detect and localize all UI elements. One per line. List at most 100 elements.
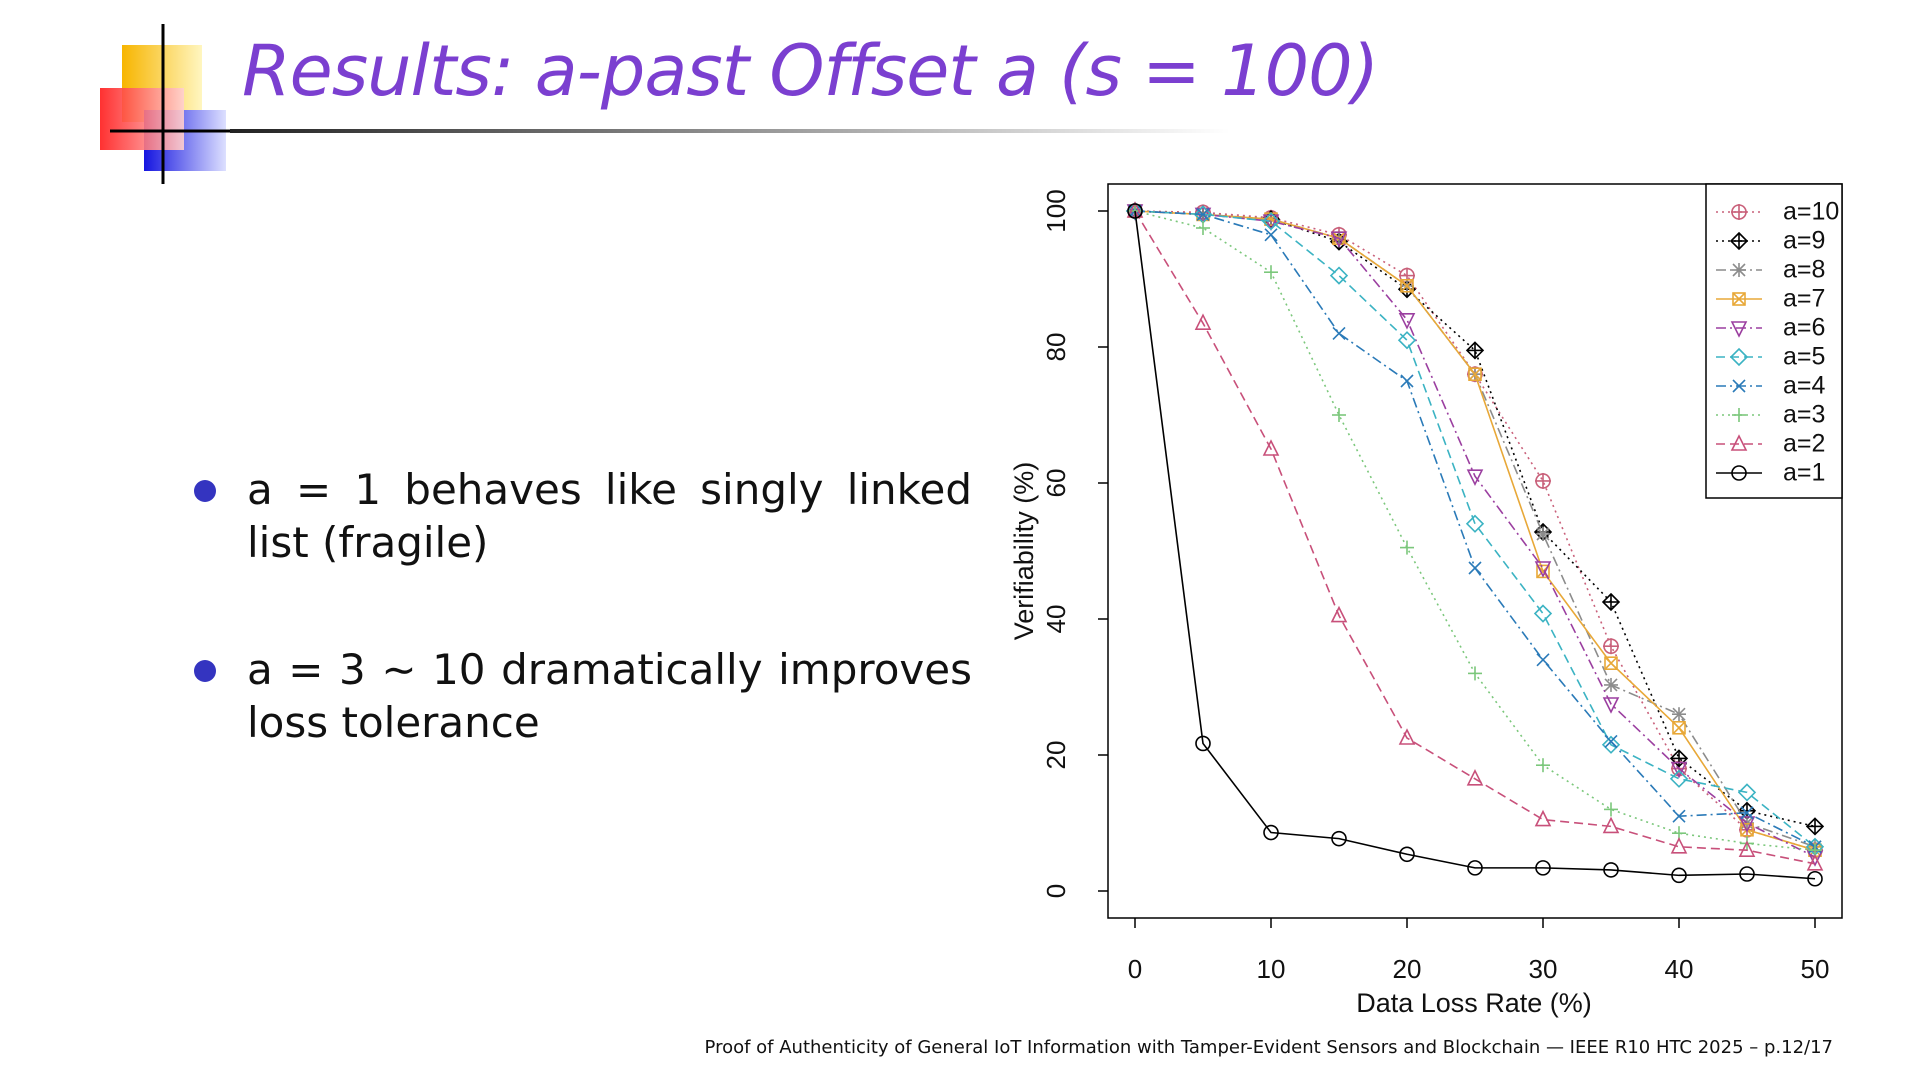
footer: Proof of Authenticity of General IoT Inf… (704, 1037, 1833, 1058)
marker-part (1729, 347, 1749, 367)
marker-part (1466, 469, 1484, 486)
marker-part (1672, 721, 1686, 735)
marker (1330, 231, 1348, 248)
legend-label: a=5 (1783, 343, 1825, 371)
marker (1740, 806, 1754, 820)
marker-part (1672, 720, 1686, 735)
marker (1468, 367, 1482, 382)
marker (1739, 866, 1755, 882)
marker-part (1400, 374, 1414, 388)
marker (1468, 561, 1482, 575)
marker-part (1536, 527, 1550, 541)
marker (1262, 439, 1280, 456)
marker-part (1400, 279, 1414, 293)
y-tick-label: 40 (1041, 605, 1071, 634)
marker (1196, 221, 1210, 235)
marker (1398, 312, 1416, 330)
legend-label: a=2 (1783, 430, 1825, 458)
marker-part (1534, 561, 1552, 578)
marker (1261, 212, 1281, 231)
x-axis-label: Data Loss Rate (%) (1356, 988, 1592, 1018)
bullet-dot (194, 480, 216, 502)
bullet-text: a = 3 ∼ 10 dramatically improves loss to… (247, 645, 972, 747)
legend-marker (1729, 231, 1749, 251)
marker-part (1467, 860, 1483, 876)
legend-label: a=10 (1783, 198, 1839, 226)
legend-label: a=9 (1783, 227, 1825, 255)
marker-part (1127, 203, 1143, 219)
marker (1329, 266, 1349, 285)
marker (1738, 840, 1756, 858)
legend-label: a=6 (1783, 314, 1825, 342)
marker-part (1468, 367, 1482, 381)
marker-part (1672, 707, 1686, 721)
legend-marker (1730, 321, 1748, 338)
marker (1738, 816, 1756, 833)
legend-label: a=8 (1783, 256, 1825, 284)
marker-part (1738, 816, 1756, 833)
y-tick-label: 100 (1041, 189, 1071, 232)
title-rule (230, 129, 1230, 133)
marker-part (1807, 870, 1823, 887)
legend-marker (1732, 292, 1746, 306)
x-tick-label: 20 (1393, 954, 1422, 984)
marker-part (1732, 263, 1746, 277)
marker-part (1535, 860, 1551, 876)
legend-marker (1729, 347, 1749, 367)
marker (1536, 758, 1550, 773)
marker-part (1468, 561, 1482, 575)
marker-part (1604, 678, 1618, 692)
marker (1604, 802, 1618, 817)
marker-part (1533, 604, 1553, 623)
series-line (1134, 210, 1816, 858)
marker-part (1397, 331, 1417, 350)
marker (1399, 846, 1415, 863)
marker (1535, 860, 1551, 876)
legend-label: a=4 (1783, 372, 1826, 400)
marker-part (1730, 321, 1748, 338)
bullet-text: a = 1 behaves like singly linked list (f… (247, 465, 972, 567)
marker (1263, 824, 1279, 841)
marker-part (1399, 846, 1415, 863)
marker-part (1604, 656, 1618, 670)
marker-part (1534, 809, 1552, 827)
y-tick-label: 0 (1041, 884, 1071, 898)
marker (1466, 769, 1484, 786)
marker (1536, 653, 1550, 667)
x-tick-label: 50 (1801, 954, 1830, 984)
series-line (1134, 210, 1816, 880)
marker-part (1536, 653, 1550, 667)
marker (1533, 604, 1553, 623)
marker-part (1602, 816, 1620, 834)
marker-part (1739, 866, 1755, 882)
marker-part (1398, 312, 1416, 330)
marker (1332, 326, 1346, 340)
marker (1534, 561, 1552, 578)
marker (1671, 867, 1687, 884)
marker (1264, 265, 1278, 280)
legend-marker (1732, 379, 1746, 393)
marker-part (1194, 313, 1212, 331)
legend-marker (1731, 465, 1747, 481)
marker (1604, 734, 1618, 748)
marker-part (1604, 734, 1618, 748)
series-line (1134, 210, 1816, 848)
marker (1534, 809, 1552, 827)
marker (1535, 472, 1551, 489)
y-axis-label: Verifiability (%) (1009, 462, 1039, 641)
x-tick-label: 30 (1529, 954, 1558, 984)
x-tick-label: 10 (1257, 954, 1286, 984)
marker-part (1604, 656, 1618, 671)
marker (1465, 341, 1485, 360)
marker-part (1261, 212, 1281, 231)
marker-part (1732, 379, 1746, 393)
series-line (1134, 210, 1816, 865)
y-tick-label: 60 (1041, 469, 1071, 498)
marker (1262, 214, 1280, 231)
marker-part (1465, 514, 1485, 533)
marker-part (1731, 465, 1747, 481)
marker (1400, 278, 1414, 293)
marker-part (1670, 761, 1688, 779)
marker (1669, 749, 1689, 768)
